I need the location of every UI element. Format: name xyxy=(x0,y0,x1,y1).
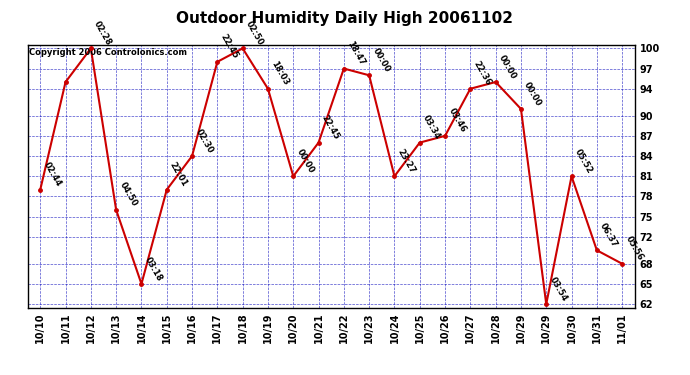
Text: Outdoor Humidity Daily High 20061102: Outdoor Humidity Daily High 20061102 xyxy=(177,11,513,26)
Text: 22:36: 22:36 xyxy=(472,60,493,87)
Text: 22:01: 22:01 xyxy=(168,160,189,188)
Text: 03:46: 03:46 xyxy=(446,107,468,135)
Text: 02:30: 02:30 xyxy=(193,127,215,154)
Text: 00:00: 00:00 xyxy=(295,147,315,175)
Text: 22:45: 22:45 xyxy=(320,113,341,141)
Text: Copyright 2006 Controlonics.com: Copyright 2006 Controlonics.com xyxy=(29,48,187,57)
Text: 03:34: 03:34 xyxy=(421,114,442,141)
Text: 05:52: 05:52 xyxy=(573,147,594,175)
Text: 06:37: 06:37 xyxy=(598,222,620,249)
Text: 18:47: 18:47 xyxy=(345,40,366,67)
Text: 03:18: 03:18 xyxy=(143,255,164,282)
Text: 23:27: 23:27 xyxy=(396,147,417,175)
Text: 00:00: 00:00 xyxy=(497,53,518,81)
Text: 02:28: 02:28 xyxy=(92,20,113,47)
Text: 02:44: 02:44 xyxy=(41,160,63,188)
Text: 00:00: 00:00 xyxy=(371,46,391,74)
Text: 02:50: 02:50 xyxy=(244,20,265,47)
Text: 00:00: 00:00 xyxy=(522,80,543,108)
Text: 22:45: 22:45 xyxy=(219,33,240,60)
Text: 05:56: 05:56 xyxy=(624,235,644,262)
Text: 03:54: 03:54 xyxy=(548,275,569,303)
Text: 04:50: 04:50 xyxy=(117,181,139,209)
Text: 18:03: 18:03 xyxy=(269,60,290,87)
